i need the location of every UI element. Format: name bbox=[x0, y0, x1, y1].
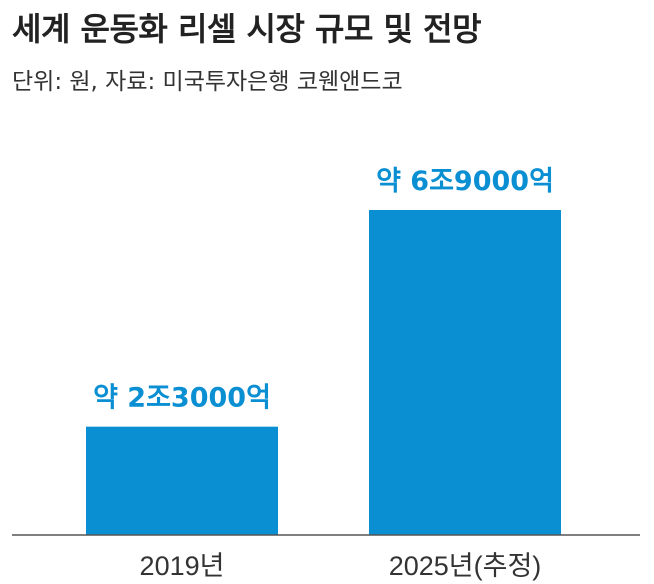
chart-title: 세계 운동화 리셀 시장 규모 및 전망 bbox=[12, 10, 482, 48]
chart-subtitle: 단위: 원, 자료: 미국투자은행 코웬앤드코 bbox=[12, 69, 403, 95]
bar-1 bbox=[86, 426, 278, 535]
value-label-2: 약 6조9000억 bbox=[376, 166, 554, 197]
x-tick-label-2: 2025년(추정) bbox=[389, 551, 542, 581]
x-tick-label-1: 2019년 bbox=[140, 551, 225, 581]
value-label-1: 약 2조3000억 bbox=[93, 383, 271, 414]
bar-2 bbox=[369, 210, 561, 535]
